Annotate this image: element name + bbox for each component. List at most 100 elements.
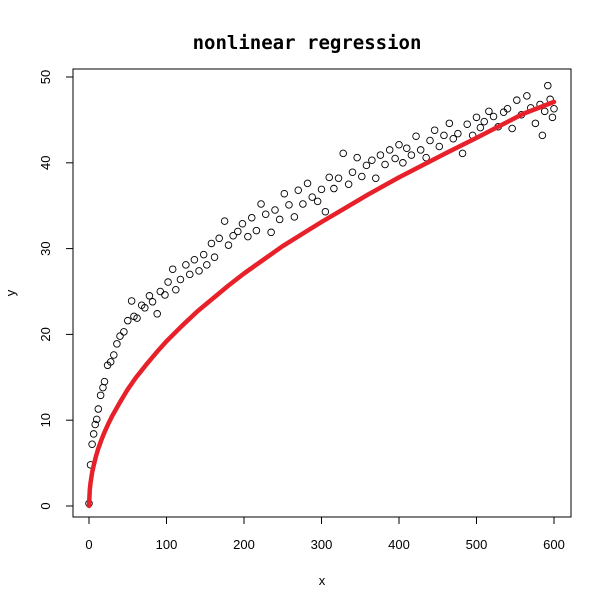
data-point bbox=[141, 304, 149, 312]
data-point bbox=[391, 154, 399, 163]
data-point bbox=[435, 142, 444, 151]
data-point bbox=[362, 161, 371, 170]
data-point bbox=[403, 144, 411, 152]
data-point bbox=[168, 265, 177, 273]
data-point bbox=[285, 201, 293, 209]
data-point bbox=[89, 430, 98, 438]
data-point bbox=[544, 81, 552, 90]
x-tick-label: 300 bbox=[311, 537, 333, 552]
data-point bbox=[339, 149, 347, 158]
data-point bbox=[199, 250, 208, 259]
data-point bbox=[538, 131, 547, 140]
data-point bbox=[321, 207, 330, 216]
data-point bbox=[395, 141, 403, 149]
x-tick-label: 200 bbox=[233, 537, 255, 552]
data-point bbox=[120, 328, 128, 336]
data-point bbox=[229, 231, 237, 240]
data-point bbox=[182, 261, 190, 269]
data-points bbox=[85, 81, 558, 508]
data-point bbox=[348, 168, 357, 176]
data-point bbox=[540, 107, 549, 116]
data-point bbox=[313, 197, 322, 206]
data-point bbox=[244, 232, 252, 241]
fit-curve-layer bbox=[86, 99, 557, 509]
data-point bbox=[113, 340, 121, 348]
data-point bbox=[161, 291, 169, 299]
data-point bbox=[215, 234, 223, 243]
data-point bbox=[445, 119, 454, 128]
data-point bbox=[508, 124, 516, 133]
data-point bbox=[381, 160, 389, 169]
data-point bbox=[156, 287, 165, 296]
data-point bbox=[399, 159, 407, 167]
data-point bbox=[116, 332, 124, 340]
data-point bbox=[376, 151, 385, 159]
data-point bbox=[203, 261, 211, 269]
y-tick-label: 40 bbox=[38, 156, 53, 170]
data-point bbox=[325, 173, 334, 182]
data-point bbox=[220, 217, 229, 225]
data-point bbox=[164, 278, 172, 286]
data-point bbox=[257, 200, 265, 208]
x-tick-label: 0 bbox=[85, 537, 92, 552]
data-point bbox=[100, 377, 109, 386]
data-point bbox=[172, 286, 180, 294]
y-tick-label: 10 bbox=[38, 413, 53, 427]
data-point bbox=[463, 120, 471, 128]
data-point bbox=[503, 104, 512, 113]
data-point bbox=[153, 310, 161, 318]
data-point bbox=[190, 256, 199, 264]
data-point bbox=[412, 132, 420, 140]
y-tick-label: 0 bbox=[38, 502, 53, 509]
y-axis: 0 10 20 30 40 50 bbox=[38, 70, 74, 510]
data-point bbox=[299, 200, 307, 208]
data-point bbox=[489, 112, 498, 121]
data-point bbox=[94, 405, 103, 413]
data-point bbox=[185, 270, 194, 279]
data-point bbox=[133, 314, 141, 322]
data-point bbox=[267, 228, 275, 237]
data-point bbox=[303, 179, 312, 188]
data-point bbox=[454, 129, 462, 138]
data-point bbox=[127, 297, 136, 305]
data-point bbox=[210, 253, 219, 261]
data-point bbox=[224, 241, 233, 249]
data-point bbox=[523, 92, 531, 100]
data-point bbox=[548, 113, 557, 122]
x-axis: 0 100 200 300 400 500 600 bbox=[85, 516, 565, 552]
data-point bbox=[531, 119, 540, 128]
data-point bbox=[449, 135, 458, 143]
data-point bbox=[96, 391, 105, 400]
data-point bbox=[353, 153, 361, 162]
data-point bbox=[145, 292, 154, 300]
data-point bbox=[106, 358, 115, 366]
data-point bbox=[344, 180, 353, 188]
data-point bbox=[207, 239, 216, 248]
data-point bbox=[92, 415, 101, 424]
data-point bbox=[458, 149, 467, 158]
data-point bbox=[416, 146, 425, 154]
data-point bbox=[372, 174, 380, 182]
x-axis-label: x bbox=[319, 573, 326, 588]
fit-curve bbox=[86, 99, 557, 509]
data-point bbox=[123, 316, 132, 325]
data-point bbox=[513, 96, 521, 104]
data-point bbox=[195, 267, 203, 275]
data-point bbox=[358, 172, 366, 181]
data-point bbox=[407, 151, 416, 159]
x-tick-label: 600 bbox=[543, 537, 565, 552]
data-point bbox=[110, 351, 118, 359]
data-point bbox=[430, 126, 439, 134]
data-point bbox=[271, 206, 279, 214]
data-point bbox=[91, 420, 99, 429]
data-point bbox=[148, 298, 157, 306]
data-point bbox=[440, 131, 448, 140]
y-tick-label: 50 bbox=[38, 70, 53, 84]
y-tick-label: 20 bbox=[38, 327, 53, 341]
data-point bbox=[308, 193, 316, 201]
data-point bbox=[275, 215, 284, 224]
chart-title: nonlinear regression bbox=[193, 32, 422, 54]
data-point bbox=[550, 104, 558, 113]
data-point bbox=[476, 123, 485, 132]
